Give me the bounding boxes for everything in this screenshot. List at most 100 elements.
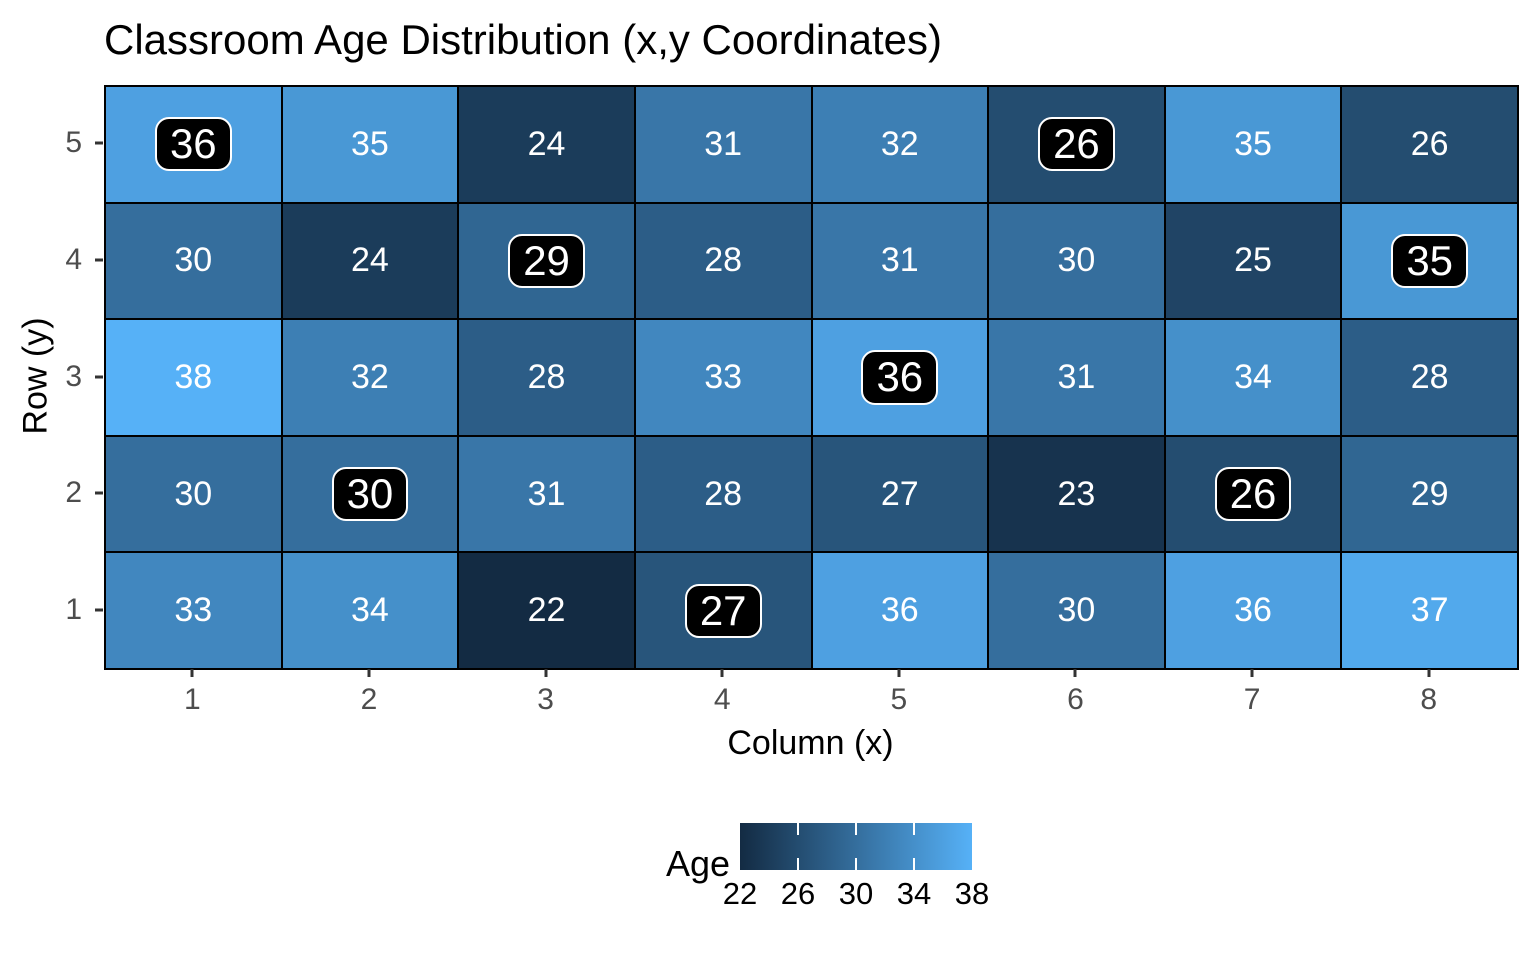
- heatmap-cell: 36: [105, 86, 282, 203]
- heatmap-cell: 26: [1341, 86, 1518, 203]
- x-tick-label: 6: [1067, 683, 1084, 716]
- highlighted-cell-label: 30: [331, 467, 409, 522]
- cell-value: 30: [174, 474, 213, 513]
- heatmap-panel: 36 35 24 31 32 26 35 26 30 24 29 28 31 30 25 35 38 32 28 33…: [104, 85, 1519, 670]
- heatmap-cell: 35: [281, 86, 459, 203]
- heatmap-cell: 28: [1341, 319, 1518, 436]
- cell-value: 32: [351, 357, 389, 396]
- heatmap-cell: 36: [811, 552, 989, 669]
- y-tick-mark: [95, 608, 103, 612]
- heatmap-cell: 27: [634, 552, 812, 669]
- cell-value: 28: [1410, 357, 1449, 396]
- highlighted-cell-label: 26: [1038, 117, 1115, 172]
- heatmap-cell: 30: [988, 552, 1165, 669]
- heatmap-cell: 35: [1164, 86, 1342, 203]
- y-tick-label: 5: [65, 126, 82, 160]
- cell-value: 36: [880, 591, 919, 630]
- x-tick-label: 3: [537, 683, 554, 716]
- heatmap-cell: 27: [811, 435, 989, 553]
- y-tick-label: 3: [65, 359, 82, 393]
- cell-value: 25: [1234, 241, 1272, 280]
- cell-value: 26: [1410, 124, 1449, 163]
- legend-tick-notch: [797, 823, 799, 835]
- heatmap-cell: 32: [811, 86, 989, 203]
- heatmap-cell: 30: [988, 202, 1165, 320]
- y-tick-label: 1: [65, 592, 82, 626]
- cell-value: 23: [1057, 474, 1096, 513]
- x-tick-mark: [1427, 669, 1431, 677]
- cell-value: 28: [704, 241, 743, 280]
- heatmap-cell: 30: [105, 435, 282, 553]
- heatmap-cell: 31: [458, 435, 635, 553]
- x-tick-mark: [544, 669, 548, 677]
- heatmap-cell: 35: [1341, 202, 1518, 320]
- heatmap-cell: 28: [634, 202, 812, 320]
- heatmap-cell: 26: [988, 86, 1165, 203]
- legend-tick-notch: [797, 858, 799, 870]
- heatmap-cell: 26: [1164, 435, 1342, 553]
- heatmap-cell: 36: [1164, 552, 1342, 669]
- heatmap-cell: 28: [458, 319, 635, 436]
- x-tick-label: 7: [1243, 683, 1261, 716]
- x-tick-label: 1: [183, 683, 201, 716]
- cell-value: 34: [351, 591, 389, 630]
- highlighted-cell-label: 36: [861, 350, 939, 405]
- legend-tick-notch: [855, 858, 857, 870]
- heatmap-cell: 24: [458, 86, 635, 203]
- x-tick-label: 2: [360, 683, 378, 716]
- heatmap-cell: 29: [1341, 435, 1518, 553]
- heatmap-cell: 30: [281, 435, 459, 553]
- legend-tick-notch: [913, 823, 915, 835]
- cell-value: 28: [704, 474, 743, 513]
- heatmap-cell: 29: [458, 202, 635, 320]
- y-tick-mark: [95, 258, 103, 262]
- cell-value: 24: [527, 124, 566, 163]
- cell-value: 37: [1410, 591, 1449, 630]
- cell-value: 27: [880, 474, 919, 513]
- cell-value: 30: [1057, 591, 1096, 630]
- y-tick-mark: [95, 491, 103, 495]
- x-axis-title: Column (x): [727, 724, 894, 762]
- heatmap-cell: 30: [105, 202, 282, 320]
- cell-value: 24: [351, 241, 389, 280]
- highlighted-cell-label: 36: [154, 117, 232, 172]
- heatmap-cell: 37: [1341, 552, 1518, 669]
- heatmap-cell: 34: [281, 552, 459, 669]
- y-tick-mark: [95, 141, 103, 145]
- cell-value: 34: [1234, 357, 1272, 396]
- legend-tick-label: 30: [838, 876, 874, 911]
- cell-value: 32: [880, 124, 919, 163]
- cell-value: 36: [1234, 591, 1272, 630]
- x-tick-mark: [1250, 669, 1254, 677]
- heatmap-cell: 24: [281, 202, 459, 320]
- legend-tick-label: 26: [780, 876, 816, 911]
- heatmap-cell: 32: [281, 319, 459, 436]
- cell-value: 31: [1057, 357, 1096, 396]
- highlighted-cell-label: 26: [1214, 467, 1292, 522]
- heatmap-cell: 36: [811, 319, 989, 436]
- legend-gradient-bar: [740, 823, 972, 870]
- highlighted-cell-label: 27: [684, 583, 762, 638]
- cell-value: 31: [880, 241, 919, 280]
- cell-value: 33: [174, 591, 213, 630]
- x-tick-mark: [1073, 669, 1077, 677]
- heatmap-cell: 31: [988, 319, 1165, 436]
- x-tick-label: 4: [713, 683, 731, 716]
- cell-value: 35: [1234, 124, 1272, 163]
- legend-tick-label: 22: [722, 876, 758, 911]
- x-tick-mark: [367, 669, 371, 677]
- cell-value: 33: [704, 357, 743, 396]
- cell-value: 31: [704, 124, 743, 163]
- cell-value: 38: [174, 357, 213, 396]
- heatmap-cell: 25: [1164, 202, 1342, 320]
- highlighted-cell-label: 35: [1391, 233, 1469, 288]
- heatmap-cell: 33: [634, 319, 812, 436]
- heatmap-cell: 31: [634, 86, 812, 203]
- legend-tick-label: 34: [896, 876, 932, 911]
- legend-tick-notch: [855, 823, 857, 835]
- cell-value: 28: [527, 357, 566, 396]
- heatmap-cell: 28: [634, 435, 812, 553]
- x-tick-mark: [897, 669, 901, 677]
- highlighted-cell-label: 29: [508, 233, 585, 288]
- x-tick-mark: [190, 669, 194, 677]
